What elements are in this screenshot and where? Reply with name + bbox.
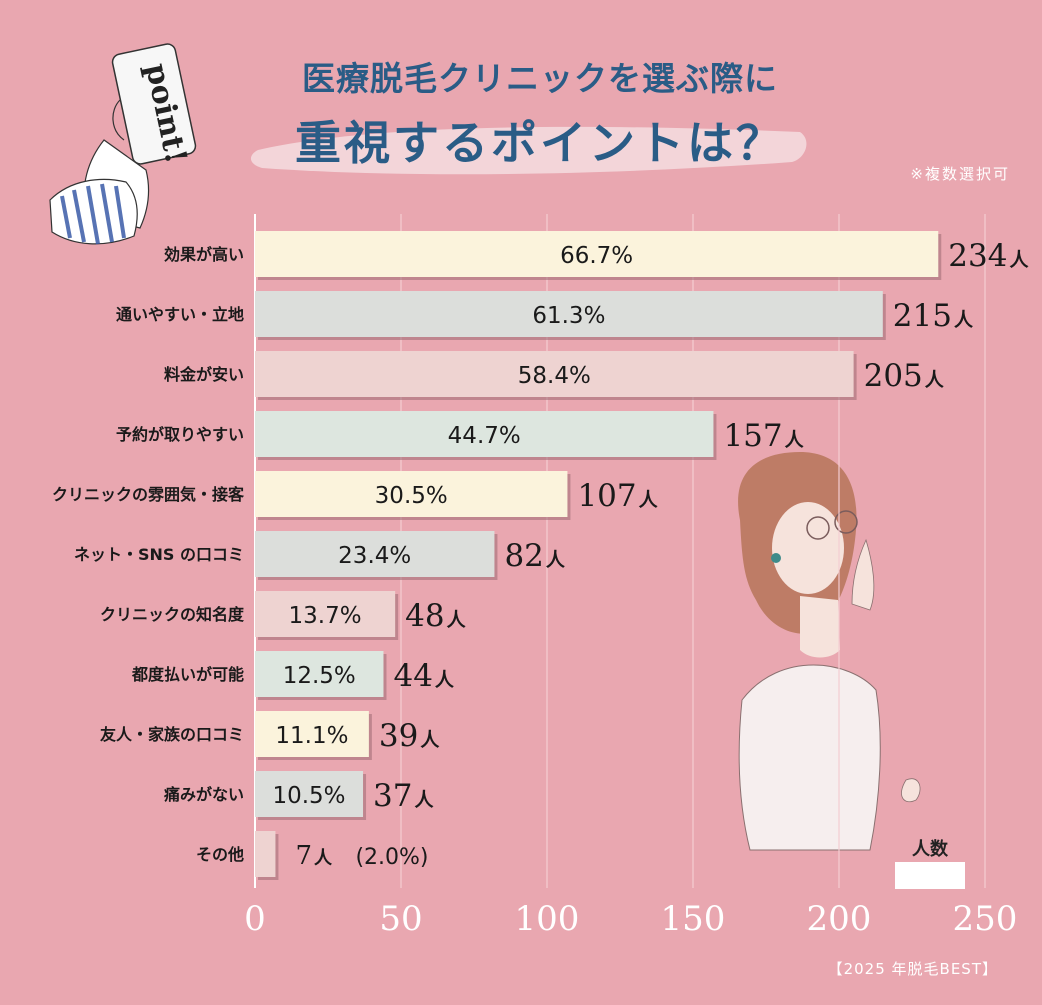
percent-label: (2.0%) [355,845,428,870]
value-label: 48 人 [405,598,466,634]
woman-illustration [738,452,921,851]
percent-label: 10.5% [272,783,345,809]
bar [255,411,714,457]
percent-label: 23.4% [338,543,411,569]
bar [255,291,883,337]
category-label: ネット・SNS の口コミ [74,545,244,564]
legend-swatch [895,862,965,889]
percent-label: 66.7% [560,243,633,269]
brush-stroke [250,126,807,175]
hand-holding-phone-illustration [49,43,197,245]
category-label: 効果が高い [164,245,244,264]
source-label: 【2025 年脱毛BEST】 [827,960,998,978]
bar [255,651,384,697]
percent-label: 44.7% [448,423,521,449]
percent-label: 61.3% [532,303,605,329]
category-label: クリニックの知名度 [100,605,245,624]
chart-title-line2: 重視するポイントは？ [295,116,785,170]
x-tick-label: 150 [661,899,726,939]
percent-label: 13.7% [289,603,362,629]
x-tick-label: 100 [515,899,580,939]
x-tick-label: 250 [953,899,1018,939]
x-tick-label: 50 [379,899,422,939]
bar [255,831,276,877]
percent-label: 12.5% [283,663,356,689]
value-label: 234 人 [948,238,1029,274]
category-label: 都度払いが可能 [131,665,244,684]
value-label: 44 人 [393,658,454,694]
category-label: 料金が安い [164,365,244,384]
percent-label: 11.1% [275,723,348,749]
category-label: クリニックの雰囲気・接客 [52,485,245,504]
x-tick-label: 0 [244,899,266,939]
percent-label: 30.5% [375,483,448,509]
bar [255,531,495,577]
multiple-choice-note: ※複数選択可 [910,165,1010,183]
value-label: 39 人 [379,718,440,754]
bar [255,711,369,757]
bar [255,471,568,517]
percent-label: 58.4% [518,363,591,389]
value-label: 205 人 [864,358,945,394]
value-label: 82 人 [504,538,565,574]
category-label: その他 [196,845,244,864]
bar [255,591,396,637]
category-label: 予約が取りやすい [116,425,244,444]
bar [255,351,854,397]
value-label: 157 人 [723,418,804,454]
value-label: 107 人 [577,478,658,514]
category-label: 通いやすい・立地 [116,305,244,324]
category-label: 友人・家族の口コミ [100,725,244,744]
category-label: 痛みがない [163,785,244,804]
bar [255,231,939,277]
bar [255,771,364,817]
x-tick-label: 200 [807,899,872,939]
chart-title-line1: 医療脱毛クリニックを選ぶ際に [302,59,778,98]
value-label: 37 人 [373,778,434,814]
value-label: 215 人 [893,298,974,334]
legend-label: 人数 [912,839,948,860]
